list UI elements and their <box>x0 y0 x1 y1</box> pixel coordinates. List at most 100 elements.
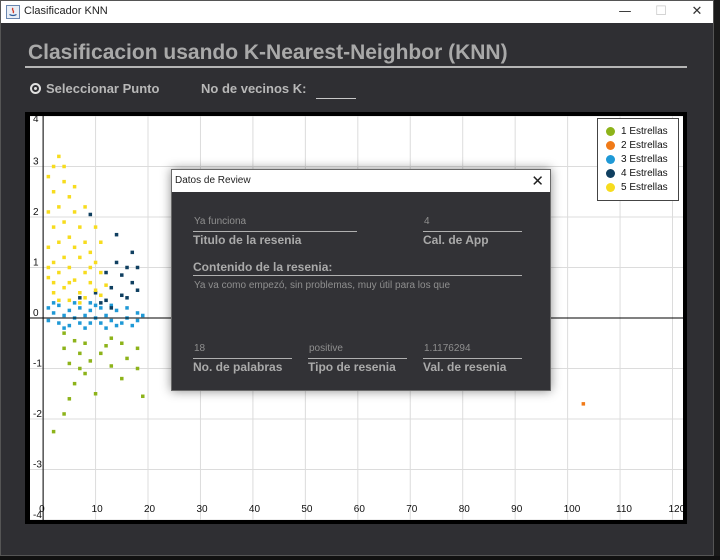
data-point-series-1 <box>93 392 98 396</box>
data-point-series-5 <box>46 265 51 270</box>
k-neighbors-input[interactable] <box>316 81 356 99</box>
data-point-series-1 <box>78 351 82 356</box>
page-title: Clasificacion usando K-Nearest-Neighbor … <box>28 41 508 64</box>
legend-dot-3 <box>606 154 615 164</box>
x-tick-label: 60 <box>354 504 366 515</box>
data-point-series-3 <box>83 313 87 318</box>
data-point-series-5 <box>62 164 66 169</box>
data-point-series-2 <box>581 402 586 406</box>
y-tick-label: 1 <box>33 258 39 269</box>
data-point-series-4 <box>109 306 114 310</box>
data-point-series-1 <box>120 341 124 345</box>
x-tick-label: 100 <box>564 504 581 515</box>
legend-dot-1 <box>606 126 615 136</box>
x-tick-label: 70 <box>406 504 418 515</box>
data-point-series-5 <box>67 195 72 199</box>
app-rating-underline <box>423 231 522 232</box>
y-tick-label: 0 <box>33 308 39 319</box>
data-point-series-4 <box>120 273 124 277</box>
data-point-series-5 <box>99 270 103 275</box>
data-point-series-4 <box>130 280 135 285</box>
data-point-series-4 <box>104 270 108 275</box>
data-point-series-1 <box>78 366 82 371</box>
data-point-series-3 <box>88 301 93 305</box>
data-point-series-3 <box>104 326 108 330</box>
data-point-series-3 <box>51 311 56 315</box>
select-point-label[interactable]: Seleccionar Punto <box>46 81 160 96</box>
data-point-series-5 <box>88 280 93 285</box>
data-point-series-5 <box>57 298 61 303</box>
data-point-series-3 <box>141 313 145 318</box>
data-point-series-3 <box>57 321 61 325</box>
data-point-series-4 <box>114 260 119 265</box>
data-point-series-1 <box>135 346 140 351</box>
data-point-series-1 <box>141 394 145 399</box>
review-content-label: Contenido de la resenia: <box>193 260 333 274</box>
data-point-series-5 <box>93 260 98 265</box>
review-title-label: Titulo de la resenia <box>193 233 302 247</box>
select-point-radio[interactable] <box>30 83 41 94</box>
legend-label-2: 2 Estrellas <box>621 139 668 151</box>
legend-item-1: 1 Estrellas <box>606 124 678 138</box>
title-underline <box>25 66 687 68</box>
data-point-series-3 <box>135 311 140 315</box>
data-point-series-3 <box>109 303 114 308</box>
x-tick-label: 10 <box>92 504 104 515</box>
close-button[interactable]: ✕ <box>691 4 703 19</box>
data-point-series-5 <box>46 174 51 179</box>
maximize-button[interactable]: ☐ <box>655 4 667 19</box>
y-tick-label: 4 <box>33 116 39 125</box>
review-title-value[interactable]: Ya funciona <box>194 216 247 227</box>
data-point-series-1 <box>125 356 129 361</box>
data-point-series-5 <box>99 240 103 244</box>
data-point-series-5 <box>57 270 61 275</box>
data-point-series-5 <box>83 296 87 300</box>
data-point-series-3 <box>83 326 87 330</box>
data-point-series-3 <box>67 308 72 313</box>
data-point-series-5 <box>62 285 66 290</box>
data-point-series-1 <box>109 336 114 340</box>
data-point-series-1 <box>120 376 124 381</box>
y-tick-label: 3 <box>33 157 39 168</box>
data-point-series-3 <box>120 321 124 325</box>
data-point-series-3 <box>57 303 61 308</box>
data-point-series-3 <box>62 313 66 318</box>
dialog-title: Datos de Review <box>175 175 251 186</box>
app-rating-value[interactable]: 4 <box>424 216 430 227</box>
data-point-series-3 <box>130 323 135 328</box>
data-point-series-5 <box>46 275 51 280</box>
data-point-series-5 <box>72 278 77 282</box>
dialog-title-bar[interactable]: Datos de Review ✕ <box>172 170 550 192</box>
data-point-series-5 <box>88 265 93 270</box>
word-count-value[interactable]: 18 <box>194 343 206 354</box>
minimize-button[interactable]: — <box>618 4 632 19</box>
y-tick-label: -3 <box>33 460 42 471</box>
legend-item-5: 5 Estrellas <box>606 180 678 194</box>
review-content-value[interactable]: Ya va como empezó, sin problemas, muy út… <box>194 280 451 291</box>
data-point-series-5 <box>78 225 82 229</box>
data-point-series-5 <box>83 240 87 244</box>
data-point-series-4 <box>135 288 140 292</box>
data-point-series-1 <box>51 429 56 434</box>
data-point-series-3 <box>46 306 51 310</box>
review-value-value[interactable]: 1.1176294 <box>424 343 471 354</box>
data-point-series-1 <box>109 364 114 368</box>
x-tick-label: 0 <box>39 504 45 515</box>
data-point-series-5 <box>67 265 72 270</box>
data-point-series-5 <box>62 179 66 184</box>
data-point-series-1 <box>99 351 103 356</box>
data-point-series-3 <box>67 323 72 328</box>
data-point-series-5 <box>83 270 87 275</box>
x-tick-label: 110 <box>616 504 632 515</box>
y-tick-label: -2 <box>33 409 42 420</box>
title-bar[interactable]: Clasificador KNN — ☐ ✕ <box>1 1 713 23</box>
legend-dot-2 <box>606 140 615 150</box>
word-count-label: No. de palabras <box>193 360 283 374</box>
legend-label-5: 5 Estrellas <box>621 181 668 193</box>
review-type-value[interactable]: positive <box>309 343 343 354</box>
data-point-series-1 <box>83 341 87 345</box>
data-point-series-5 <box>72 184 77 189</box>
data-point-series-3 <box>88 321 93 325</box>
data-point-series-5 <box>78 301 82 305</box>
dialog-close-icon[interactable]: ✕ <box>531 172 544 190</box>
